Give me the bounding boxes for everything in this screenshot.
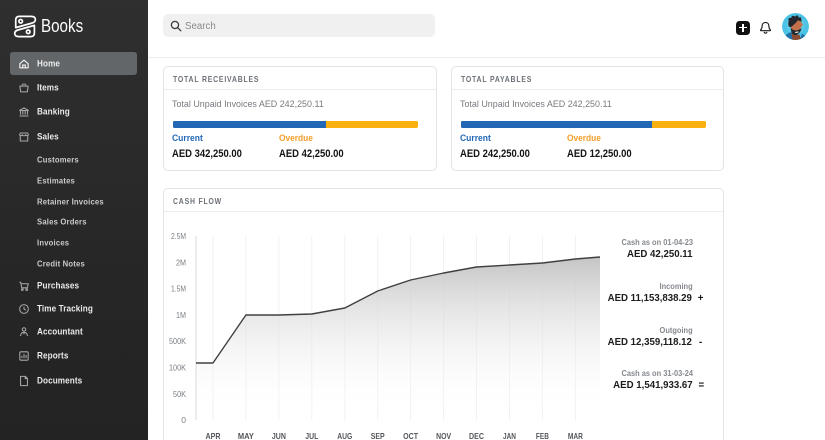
svg-text:AUG: AUG <box>337 431 352 440</box>
svg-text:JUL: JUL <box>305 431 318 440</box>
svg-text:50K: 50K <box>173 389 186 399</box>
svg-text:NOV: NOV <box>436 431 451 440</box>
svg-text:FEB: FEB <box>536 431 549 440</box>
svg-text:2.5M: 2.5M <box>171 231 186 241</box>
svg-text:2M: 2M <box>176 257 186 267</box>
svg-text:0: 0 <box>181 415 186 425</box>
svg-text:1M: 1M <box>176 310 186 320</box>
svg-text:500K: 500K <box>169 336 186 346</box>
svg-text:JUN: JUN <box>272 431 286 440</box>
svg-text:1.5M: 1.5M <box>171 284 186 294</box>
svg-text:MAY: MAY <box>238 431 254 440</box>
svg-text:APR: APR <box>206 431 221 440</box>
svg-text:DEC: DEC <box>469 431 484 440</box>
svg-text:OCT: OCT <box>403 431 419 440</box>
svg-text:SEP: SEP <box>371 431 385 440</box>
svg-text:JAN: JAN <box>503 431 516 440</box>
svg-text:MAR: MAR <box>568 431 583 440</box>
svg-text:100K: 100K <box>169 363 186 373</box>
